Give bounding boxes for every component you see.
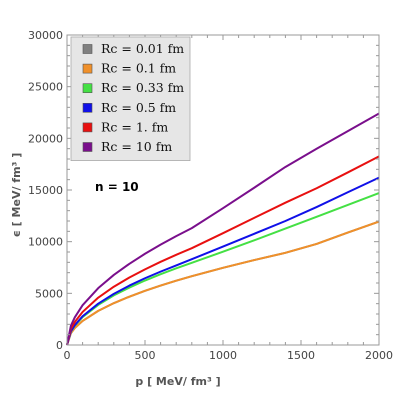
legend-label: Rc = 0.1 fm [101,61,176,76]
legend-label: Rc = 0.5 fm [101,100,176,115]
x-tick-label: 500 [135,349,156,362]
y-tick-label: 30000 [28,29,63,42]
y-tick-label: 5000 [35,287,63,300]
legend: Rc = 0.01 fm Rc = 0.1 fm Rc = 0.33 fm Rc = … [70,36,191,161]
y-tick-label: 15000 [28,184,63,197]
legend-box [70,36,191,161]
x-axis-title: p [ MeV/ fm³ ] [135,375,220,388]
y-tick-label: 0 [56,339,63,352]
legend-label: Rc = 0.33 fm [101,80,184,95]
series-line-2 [66,192,380,346]
legend-label: Rc = 1. fm [101,119,168,134]
y-tick-label: 10000 [28,236,63,249]
tick-labels: 0 500 1000 1500 2000050001000015000200002500… [28,29,393,362]
plot-lines [66,112,380,346]
legend-label: Rc = 0.01 fm [101,41,184,56]
series-line-1 [66,220,380,346]
legend-swatch [82,83,93,93]
legend-swatch [82,103,93,113]
x-tick-label: 1000 [209,349,237,362]
x-tick-label: 1500 [287,349,315,362]
x-tick-label: 2000 [365,349,393,362]
y-tick-label: 20000 [28,132,63,145]
y-tick-label: 25000 [28,81,63,94]
legend-swatch [82,44,93,54]
series-line-3 [66,176,380,346]
n-annotation: n = 10 [95,180,139,194]
series-line-5 [66,112,380,346]
legend-swatch [82,142,93,152]
y-axis-title: ϵ [ MeV/ fm³ ] [10,153,23,237]
x-tick-label: 0 [64,349,71,362]
legend-swatch [82,122,93,133]
series-line-4 [66,155,380,346]
legend-swatch [82,63,93,74]
series-line-0 [66,220,380,346]
legend-label: Rc = 10 fm [101,139,172,154]
